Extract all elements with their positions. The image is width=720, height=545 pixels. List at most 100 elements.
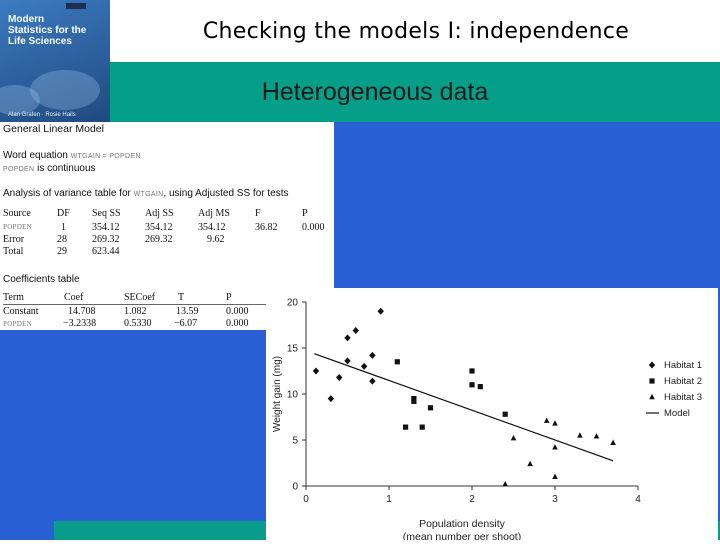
coef-row-t: −6.07 [174,318,198,329]
data-point-diamond [327,395,335,403]
anova-row-df: 29 [57,246,67,257]
plot-axes: 0 5 10 15 20 0 1 2 3 4 Weight gain (mg) Population … [272,298,641,544]
data-point-triangle [610,439,616,445]
coef-row-p: 0.000 [226,318,249,329]
continuous-text: is continuous [37,163,96,174]
data-point-square [411,398,417,404]
y-tick-label: 0 [292,482,298,493]
anova-row-p: 0.000 [302,222,325,233]
data-point-diamond [369,351,376,359]
y-tick-label: 15 [287,344,299,355]
coef-row-p: 0.000 [226,306,249,317]
anova-row-adjms: 9.62 [207,234,225,245]
data-point-diamond [377,307,384,315]
anova-row-adjss: 269.32 [145,234,173,245]
x-tick-label: 1 [386,494,392,505]
legend-marker-diamond [648,361,656,369]
anova-suffix: , using Adjusted SS for tests [163,188,289,199]
slide-title: Checking the models I: independence [202,19,630,44]
x-tick-label: 2 [469,494,475,505]
legend-label: Habitat 3 [664,392,702,403]
anova-col-df: DF [57,208,70,219]
legend-label: Habitat 1 [664,360,702,371]
anova-row-f: 36.82 [255,222,278,233]
data-point-diamond [360,362,368,370]
coef-row-secoef: 0.5330 [124,318,152,329]
y-axis-label: Weight gain (mg) [272,356,283,432]
data-point-diamond [312,367,320,375]
data-point-square [394,359,400,365]
word-equation-text: WTGAIN = POPDEN [70,153,141,160]
data-point-triangle [593,433,600,439]
y-tick-label: 10 [287,390,299,401]
anova-heading: Analysis of variance table for WTGAIN, u… [3,188,289,199]
coef-row-coef: 14.708 [68,306,96,317]
publisher-badge [66,3,86,9]
anova-row-df: 28 [57,234,67,245]
anova-col-f: F [255,208,261,219]
anova-row-adjss: 354.12 [145,222,173,233]
anova-row-seqss: 354.12 [92,222,120,233]
coef-divider [3,304,333,305]
data-point-triangle [552,420,558,426]
coef-row-term: POPDEN [3,320,33,328]
subtitle-band [110,62,720,122]
legend-label: Habitat 2 [664,376,702,387]
anova-label: Analysis of variance table for [3,188,131,199]
data-point-diamond [336,373,343,381]
legend-label: Model [664,408,690,419]
data-point-triangle [552,444,558,450]
data-point-diamond [352,327,359,335]
x-tick-label: 3 [552,494,558,505]
data-point-diamond [344,357,351,365]
continuous-var: POPDEN [3,166,35,173]
book-title: Modern Statistics for the Life Sciences [8,14,87,47]
coef-col-t: T [178,292,185,303]
coef-row-term: Constant [3,306,39,317]
anova-col-p: P [302,208,308,219]
data-point-square [427,405,434,411]
anova-row-seqss: 623.44 [92,246,120,257]
data-point-diamond [344,334,351,342]
data-point-square [469,382,475,388]
data-point-triangle [577,432,583,438]
coef-row-coef: −3.2338 [63,318,97,329]
word-equation-line: Word equation WTGAIN = POPDEN [3,150,141,161]
anova-row-seqss: 269.32 [92,234,120,245]
data-point-triangle [527,460,533,467]
anova-col-seqss: Seq SS [92,208,121,219]
coef-col-coef: Coef [64,292,84,303]
model-fit-line [314,353,614,462]
y-tick-label: 20 [287,298,299,309]
book-cover-image: Modern Statistics for the Life Sciences … [0,0,110,122]
coef-col-secoef: SECoef [124,292,156,303]
coef-row-secoef: 1.082 [124,306,147,317]
anova-row-source: Total [3,246,24,257]
anova-col-adjss: Adj SS [145,208,174,219]
title-area [110,0,720,62]
data-point-triangle [552,473,558,479]
anova-row-source: Error [3,234,25,245]
legend-marker-triangle [649,393,655,400]
anova-row-df: 1 [61,222,66,233]
anova-row-source: POPDEN [3,223,33,231]
slide-subtitle: Heterogeneous data [261,78,489,106]
data-point-square [469,368,475,374]
plot-marks [312,307,616,487]
anova-response: WTGAIN [133,191,164,198]
data-point-triangle [510,434,517,441]
legend-marker-square [649,378,655,384]
scatter-plot-panel: 0 5 10 15 20 0 1 2 3 4 Weight gain (mg) Population … [266,288,718,544]
x-axis-label: (mean number per shoot) [403,531,521,540]
anova-col-adjms: Adj MS [198,208,230,219]
data-point-square [419,424,425,430]
anova-col-source: Source [3,208,31,219]
coef-col-term: Term [3,292,24,303]
coef-heading: Coefficients table [3,274,80,285]
continuous-line: POPDEN is continuous [3,163,96,174]
data-point-triangle [502,480,508,487]
data-point-square [502,411,508,417]
x-tick-label: 0 [303,494,309,505]
anova-row-adjms: 354.12 [198,222,226,233]
x-tick-label: 4 [635,494,641,505]
